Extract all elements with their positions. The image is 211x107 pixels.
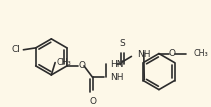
Text: S: S <box>119 39 125 48</box>
Text: CH₃: CH₃ <box>56 58 71 67</box>
Text: NH: NH <box>111 73 124 82</box>
Text: O: O <box>79 61 86 70</box>
Text: O: O <box>89 97 96 106</box>
Text: O: O <box>169 49 176 58</box>
Text: CH₃: CH₃ <box>193 49 208 58</box>
Text: NH: NH <box>137 50 151 59</box>
Text: HN: HN <box>111 59 124 68</box>
Text: Cl: Cl <box>12 45 20 54</box>
